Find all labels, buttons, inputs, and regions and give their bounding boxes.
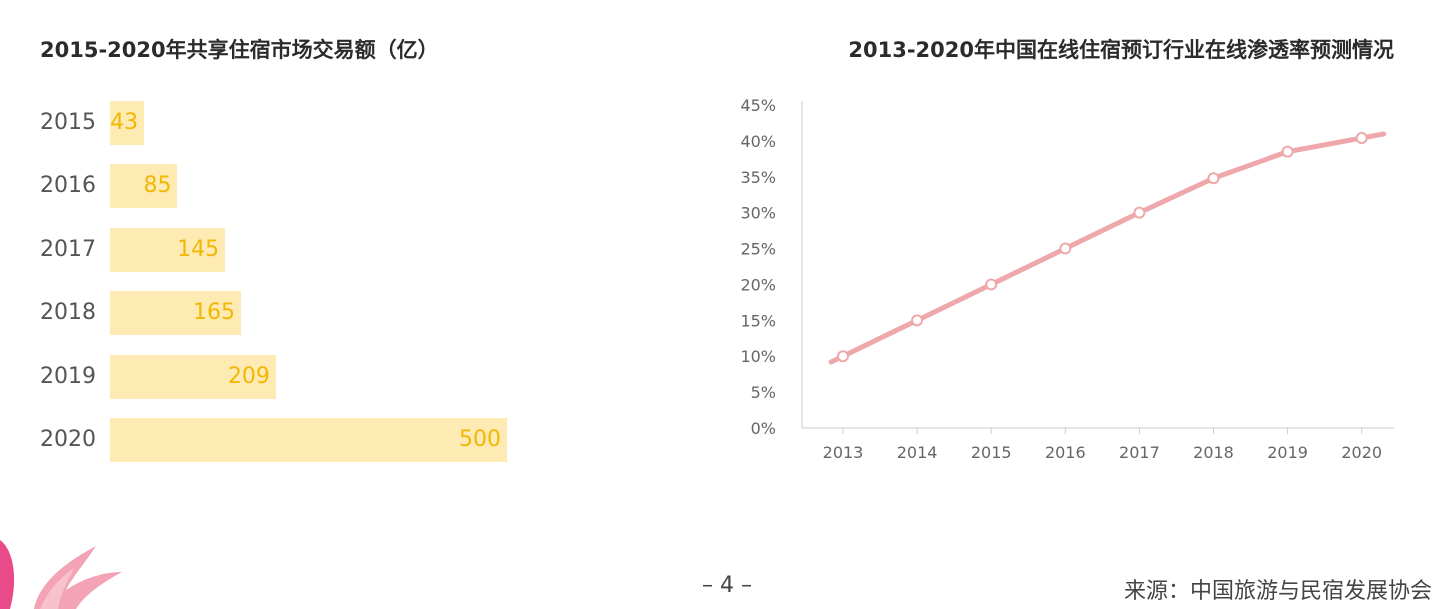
y-tick-label: 40% (740, 132, 776, 151)
y-tick-label: 35% (740, 168, 776, 187)
x-tick-label: 2016 (1045, 443, 1086, 462)
bar-value-label: 43 (110, 110, 139, 135)
y-tick-label: 0% (751, 419, 776, 438)
bar-category-label: 2016 (40, 173, 96, 199)
bar: 43 (110, 101, 145, 145)
decorative-leaf-graphic (0, 540, 122, 609)
source-note: 来源：中国旅游与民宿发展协会 (1123, 579, 1432, 604)
data-point (1133, 206, 1146, 219)
data-point (1207, 172, 1220, 185)
bar-value-label: 500 (459, 427, 501, 452)
y-tick-label: 25% (740, 240, 776, 259)
series-line (828, 131, 1387, 365)
bar-category-label: 2017 (40, 236, 96, 262)
data-point (911, 314, 924, 327)
bar-value-label: 85 (143, 173, 172, 199)
bar: 145 (110, 227, 226, 272)
bar: 85 (110, 164, 178, 209)
bar-category-label: 2019 (40, 363, 96, 389)
data-point (1281, 145, 1294, 158)
bar-value-label: 145 (177, 236, 220, 262)
x-tick-label: 2017 (1119, 443, 1160, 462)
x-tick-label: 2018 (1193, 443, 1234, 462)
bar: 209 (110, 354, 276, 399)
y-tick-label: 5% (751, 383, 776, 402)
bar-chart-title: 2015-2020年共享住宿市场交易额（亿） (40, 38, 439, 62)
x-tick-label: 2015 (971, 443, 1012, 462)
page-number: – 4 – (702, 573, 752, 598)
data-point (1355, 132, 1368, 145)
y-tick-label: 30% (740, 204, 776, 223)
y-tick-label: 45% (740, 96, 776, 115)
y-tick-label: 20% (740, 275, 776, 294)
bar-category-label: 2020 (40, 427, 96, 452)
bar: 165 (110, 291, 241, 336)
bar-value-label: 209 (227, 363, 270, 389)
line-chart-title: 2013-2020年中国在线住宿预订行业在线渗透率预测情况 (848, 38, 1394, 62)
y-tick-label: 10% (740, 347, 776, 366)
x-tick-label: 2019 (1267, 443, 1308, 462)
data-point (985, 278, 998, 291)
x-tick-label: 2013 (823, 443, 864, 462)
bar-value-label: 165 (193, 300, 235, 326)
bar: 500 (110, 418, 507, 462)
x-tick-label: 2020 (1341, 443, 1382, 462)
data-point (837, 350, 849, 363)
x-tick-label: 2014 (897, 443, 938, 462)
bar-category-label: 2015 (40, 110, 96, 135)
line-chart: 0% 5% 10% 15% 20% 25% 30% 35% 40% 45% 2013 2014 2015… (740, 96, 1394, 462)
data-point (1059, 242, 1072, 255)
y-tick-label: 15% (740, 311, 776, 330)
bar-category-label: 2018 (40, 300, 96, 326)
